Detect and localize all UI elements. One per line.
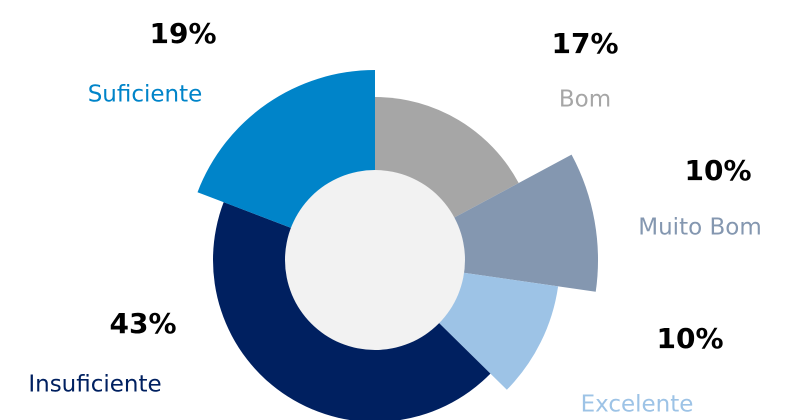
value-label: 10% [684,154,751,187]
value-label: 17% [551,27,618,60]
category-label: Muito Bom [638,215,761,241]
donut-hole [285,170,465,350]
category-label: Bom [559,87,611,113]
category-label: Insuficiente [28,372,161,398]
category-label: Excelente [581,392,694,418]
value-label: 19% [149,17,216,50]
value-label: 43% [109,307,176,340]
category-label: Suficiente [88,82,203,108]
value-label: 10% [656,322,723,355]
